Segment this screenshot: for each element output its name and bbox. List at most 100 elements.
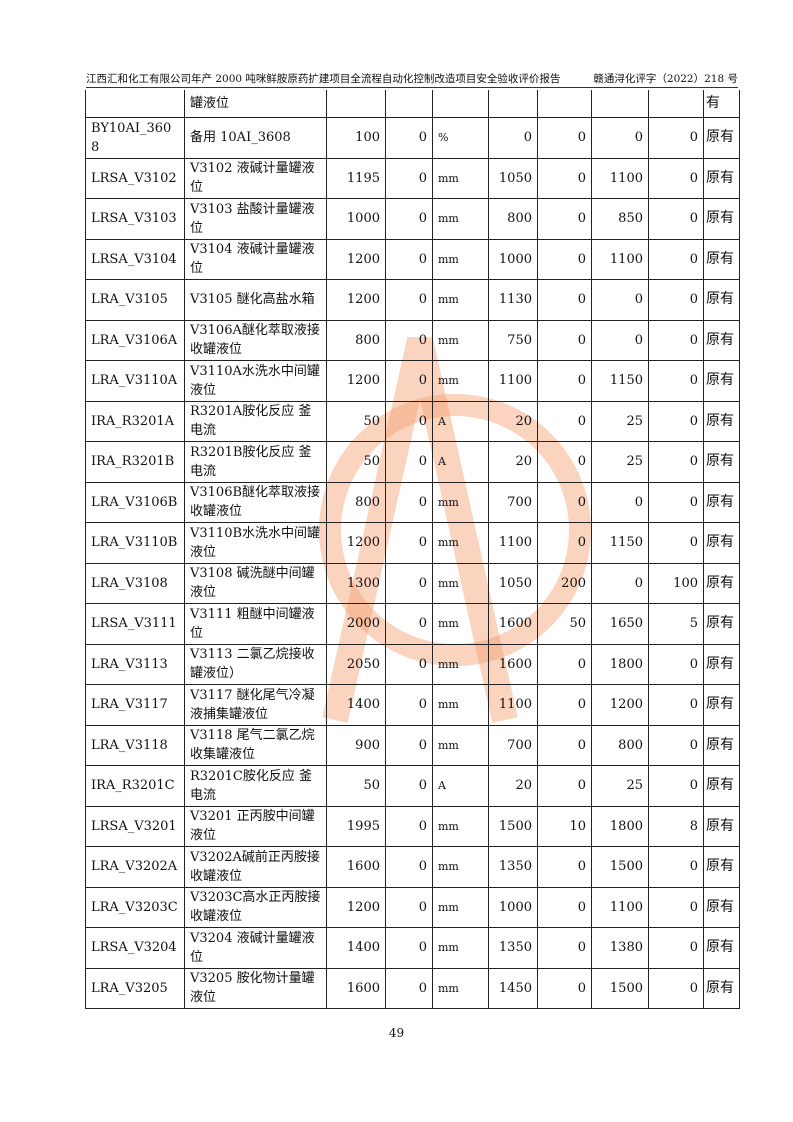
hh-cell: 1200 [591,684,649,726]
hh-cell: 1100 [591,157,649,199]
ll-cell: 0 [648,481,704,523]
min-cell: 0 [385,400,433,442]
table-row: BY10AI_3608 备用 10AI_3608 100 0% 0 0 0 0 原有 [85,117,740,159]
min-cell: 0 [385,684,433,726]
l-cell: 0 [537,886,592,928]
h-cell: 750 [488,319,538,361]
table-row: LRA_V3108 V3108 碱洗醚中间罐液位 1300 0 mm 1050 200 0 10… [85,562,740,604]
desc-cell: 罐液位 [184,90,327,118]
min-cell: 0 [385,157,433,199]
unit-cell: mm [432,684,489,726]
tag-cell: LRA_V3118 [85,724,185,766]
ll-cell: 0 [648,765,704,807]
unit-cell: A [432,765,489,807]
max-cell: 1200 [326,360,386,402]
tag-cell: LRA_V3110A [85,360,185,402]
table-row: LRSA_V3201 V3201 正丙胺中间罐液位 1995 0 mm 1500 10 180… [85,805,740,847]
tag-cell: IRA_R3201A [85,400,185,442]
ll-cell: 0 [648,319,704,361]
table-row: LRA_V3113 V3113 二氯乙烷接收罐液位） 2050 0 mm 1600 0 180… [85,643,740,685]
unit-cell: mm [432,562,489,604]
l-cell: 0 [537,684,592,726]
table-row: LRSA_V3102 V3102 液碱计量罐液位 1195 0 mm 1050 0 1100 0… [85,157,740,199]
min-cell: 0 [385,603,433,645]
l-cell: 0 [537,238,592,280]
ll-cell: 0 [648,967,704,1009]
desc-cell: V3205 胺化物计量罐液位 [184,967,327,1009]
min-cell: 0 [385,886,433,928]
status-cell: 原有 [703,238,740,280]
max-cell: 800 [326,481,386,523]
h-cell: 20 [488,441,538,483]
status-cell: 原有 [703,481,740,523]
desc-cell: V3111 粗醚中间罐液位 [184,603,327,645]
min-cell: 0 [385,765,433,807]
l-cell: 0 [537,481,592,523]
ll-cell: 0 [648,684,704,726]
unit-cell: mm [432,967,489,1009]
ll-cell: 0 [648,198,704,240]
l-cell: 0 [537,724,592,766]
tag-cell: LRSA_V3103 [85,198,185,240]
report-code: 赣通浔化评字（2022）218 号 [593,73,738,85]
min-cell: 0 [385,279,433,321]
h-cell: 1350 [488,927,538,969]
unit-cell: mm [432,846,489,888]
l-cell: 0 [537,400,592,442]
unit-cell: mm [432,522,489,564]
h-cell: 0 [488,117,538,159]
l-cell: 0 [537,846,592,888]
table-row: IRA_R3201A R3201A胺化反应 釜电流 50 0 A 20 0 25 0 原有 [85,400,740,442]
status-cell: 原有 [703,117,740,159]
table-row: LRA_V3106A V3106A醚化萃取液接收罐液位 800 0 mm 750 0 0 0 原有 [85,319,740,361]
desc-cell: V3110A水洗水中间罐液位 [184,360,327,402]
table-row: IRA_R3201C R3201C胺化反应 釜电流 50 0 A 20 0 25 0 原有 [85,765,740,807]
hh-cell: 0 [591,481,649,523]
ll-cell: 0 [648,157,704,199]
max-cell: 900 [326,724,386,766]
l-cell: 200 [537,562,592,604]
ll-cell: 0 [648,522,704,564]
h-cell: 1600 [488,643,538,685]
status-cell: 原有 [703,967,740,1009]
max-cell: 1200 [326,522,386,564]
desc-cell: V3104 液碱计量罐液位 [184,238,327,280]
max-cell: 50 [326,400,386,442]
tag-cell: LRA_V3202A [85,846,185,888]
status-cell: 原有 [703,724,740,766]
h-cell: 1000 [488,886,538,928]
max-cell: 800 [326,319,386,361]
hh-cell: 1500 [591,967,649,1009]
ll-cell: 0 [648,724,704,766]
tag-cell: LRA_V3110B [85,522,185,564]
hh-cell: 1500 [591,846,649,888]
page-number: 49 [388,1026,405,1040]
hh-cell: 0 [591,279,649,321]
max-cell: 1995 [326,805,386,847]
unit-cell: mm [432,603,489,645]
hh-cell: 1100 [591,886,649,928]
h-cell: 1600 [488,603,538,645]
hh-cell: 0 [591,117,649,159]
h-cell: 1050 [488,157,538,199]
max-cell: 1000 [326,198,386,240]
l-cell: 0 [537,643,592,685]
table-row: LRA_V3110A V3110A水洗水中间罐液位 1200 0 mm 1100 0 1150… [85,360,740,402]
tag-cell: LRA_V3108 [85,562,185,604]
ll-cell: 8 [648,805,704,847]
max-cell: 50 [326,441,386,483]
h-cell: 700 [488,724,538,766]
status-cell: 原有 [703,198,740,240]
hh-cell: 0 [591,319,649,361]
min-cell: 0 [385,198,433,240]
l-cell: 0 [537,198,592,240]
h-cell: 1100 [488,360,538,402]
report-title: 江西汇和化工有限公司年产 2000 吨咪鲜胺原药扩建项目全流程自动化控制改造项目… [86,73,561,85]
status-cell: 原有 [703,360,740,402]
tag-cell: LRA_V3105 [85,279,185,321]
l-cell: 50 [537,603,592,645]
ll-cell: 0 [648,238,704,280]
table-row: LRA_V3203C V3203C高水正丙胺接收罐液位 1200 0 mm 1000 0 11… [85,886,740,928]
tag-cell: LRSA_V3204 [85,927,185,969]
